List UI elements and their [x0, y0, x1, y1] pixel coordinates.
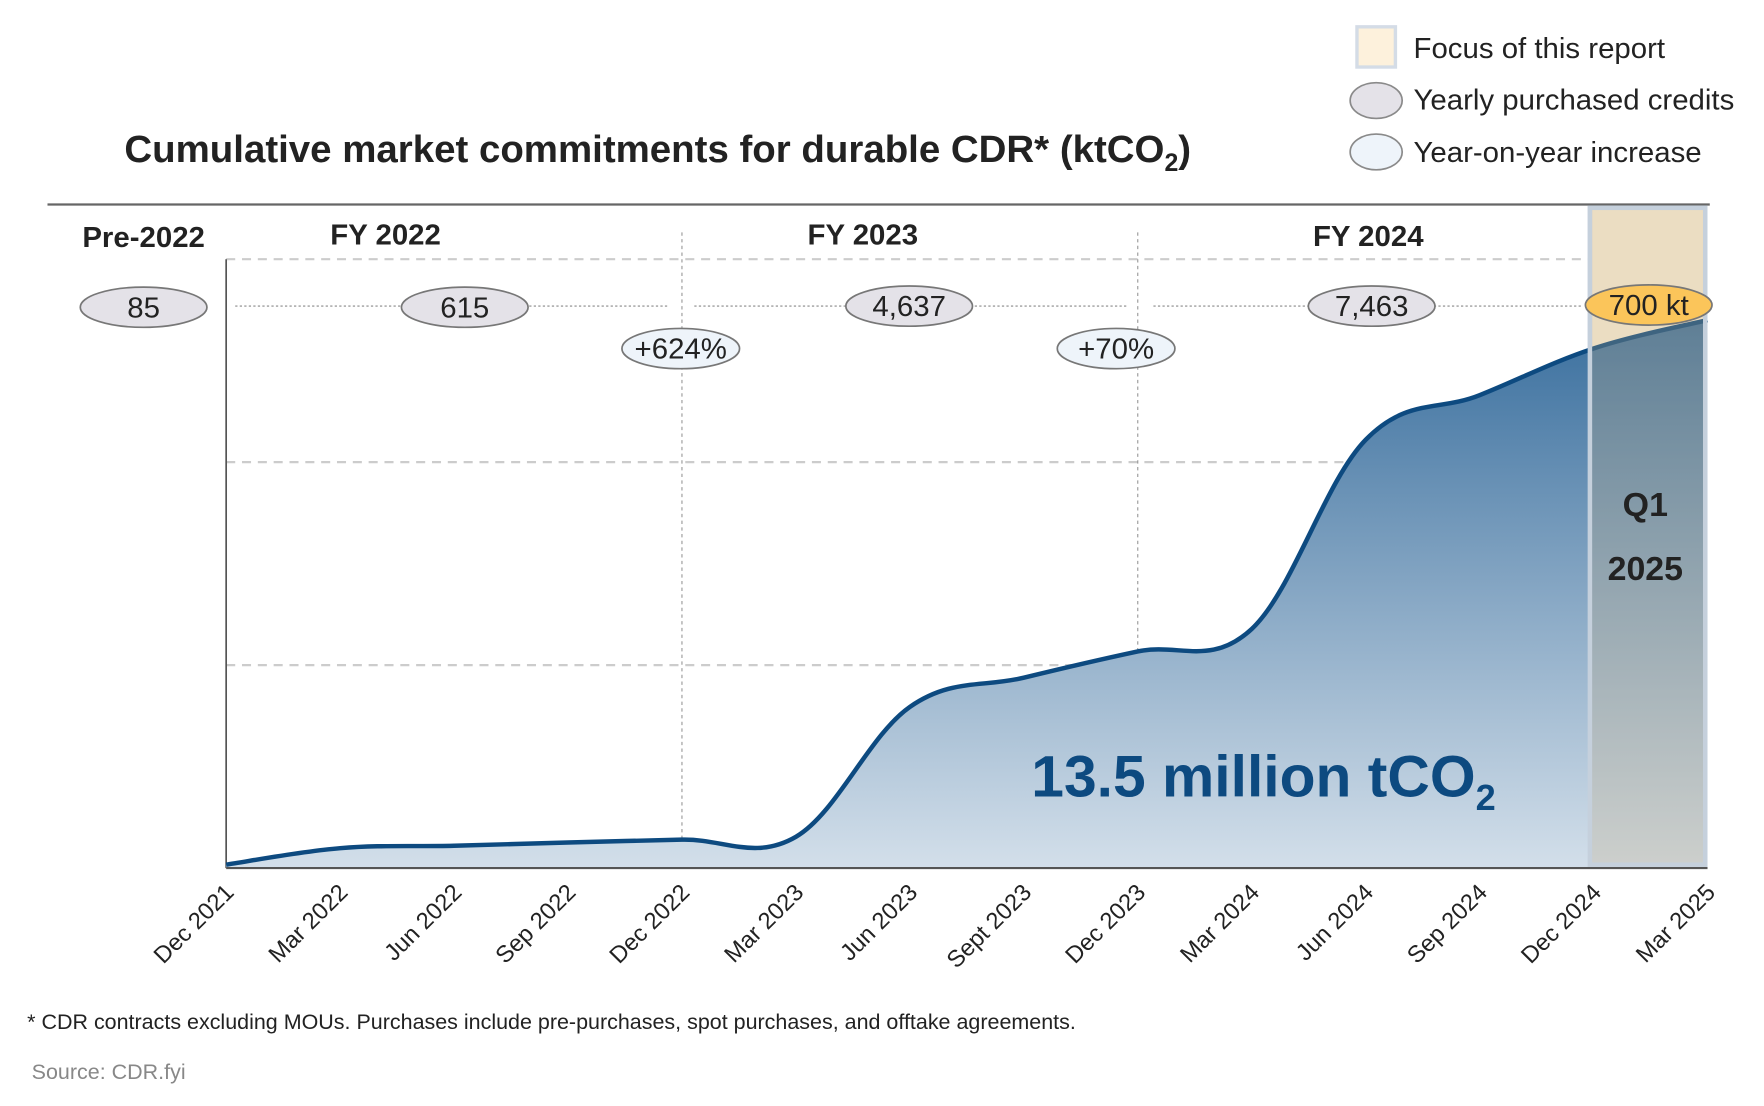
source: Source: CDR.fyi — [32, 1060, 186, 1084]
pill-pre-2022: 85 — [79, 286, 208, 329]
pill-fy2024: 7,463 — [1307, 285, 1436, 328]
legend-label-focus: Focus of this report — [1414, 33, 1666, 65]
pill-focus: 700 kt — [1584, 284, 1713, 326]
svg-text:7,463: 7,463 — [1335, 291, 1409, 323]
x-tick-label: Mar 2022 — [264, 880, 353, 968]
x-tick-label: Jun 2022 — [380, 880, 468, 967]
cumulative-line — [225, 317, 1709, 867]
legend-swatch-yoy — [1349, 133, 1404, 171]
period-label-pre-2022: Pre-2022 — [82, 222, 205, 254]
x-tick-label: Dec 2022 — [605, 880, 695, 969]
pill-increase-2024: +70% — [1056, 327, 1176, 370]
pill-increase-2023: +624% — [621, 327, 741, 370]
svg-text:+624%: +624% — [635, 334, 727, 366]
legend-swatch-focus — [1355, 25, 1398, 69]
x-tick-label: Dec 2024 — [1517, 880, 1607, 969]
svg-text:4,637: 4,637 — [872, 291, 946, 323]
focus-label-year: 2025 — [1608, 550, 1683, 588]
x-tick-label: Mar 2025 — [1631, 880, 1720, 968]
x-tick-label: Sep 2024 — [1403, 880, 1493, 969]
x-tick-label: Sep 2022 — [491, 880, 581, 969]
total-annotation: 13.5 million tCO2 — [1031, 745, 1495, 818]
svg-text:700 kt: 700 kt — [1609, 290, 1689, 322]
x-tick-label: Jun 2023 — [836, 880, 924, 967]
pill-fy2022: 615 — [400, 286, 529, 329]
legend-label-yoy: Year-on-year increase — [1414, 137, 1702, 169]
footnote: * CDR contracts excluding MOUs. Purchase… — [27, 1010, 1076, 1034]
x-tick-label: Dec 2021 — [149, 880, 239, 969]
x-tick-label: Sept 2023 — [942, 880, 1037, 974]
svg-text:85: 85 — [127, 292, 160, 324]
period-label-fy2024: FY 2024 — [1313, 221, 1424, 253]
x-tick-label: Mar 2023 — [720, 880, 809, 968]
period-label-fy2023: FY 2023 — [808, 220, 919, 252]
cumulative-area — [226, 320, 1708, 869]
legend-label-yearly: Yearly purchased credits — [1414, 85, 1735, 117]
svg-text:615: 615 — [440, 292, 489, 324]
x-tick-label: Jun 2024 — [1291, 880, 1379, 967]
pill-fy2023: 4,637 — [844, 285, 974, 328]
legend: Focus of this report Yearly purchased cr… — [1349, 25, 1735, 171]
chart-title: Cumulative market commitments for durabl… — [124, 128, 1191, 177]
svg-text:+70%: +70% — [1078, 334, 1154, 366]
focus-label-q1: Q1 — [1623, 486, 1668, 524]
legend-swatch-yearly — [1349, 81, 1404, 120]
period-label-fy2022: FY 2022 — [330, 220, 441, 252]
x-tick-label: Dec 2023 — [1061, 880, 1151, 969]
x-tick-label: Mar 2024 — [1176, 880, 1265, 968]
